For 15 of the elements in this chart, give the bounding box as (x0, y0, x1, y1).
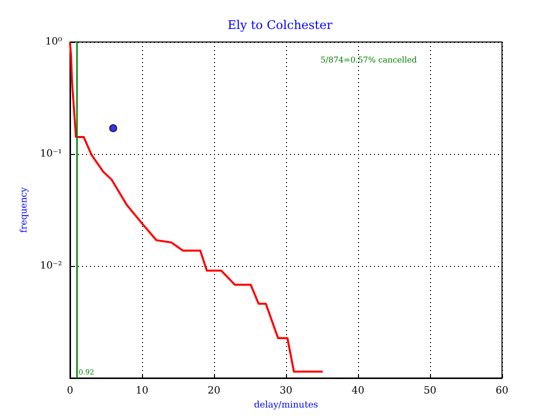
x-tick-label: 20 (208, 386, 220, 396)
x-tick-label: 60 (496, 386, 508, 396)
x-tick-label: 10 (136, 386, 148, 396)
line-series (69, 42, 323, 373)
x-tick-label: 40 (352, 386, 364, 396)
annotation: 5/874=0.57% cancelled (320, 56, 417, 64)
x-tick-label: 0 (66, 386, 74, 396)
chart-title: Ely to Colchester (228, 18, 333, 32)
x-tick-label: 50 (424, 386, 436, 396)
y-tick-label: 10⁻² (40, 260, 62, 272)
x-axis-title: delay/minutes (254, 400, 318, 410)
x-tick-label: 30 (280, 386, 292, 396)
y-tick-label: 10⁻¹ (40, 148, 62, 160)
y-axis-title: frequency (20, 186, 30, 233)
y-tick-label: 10⁰ (45, 36, 62, 48)
